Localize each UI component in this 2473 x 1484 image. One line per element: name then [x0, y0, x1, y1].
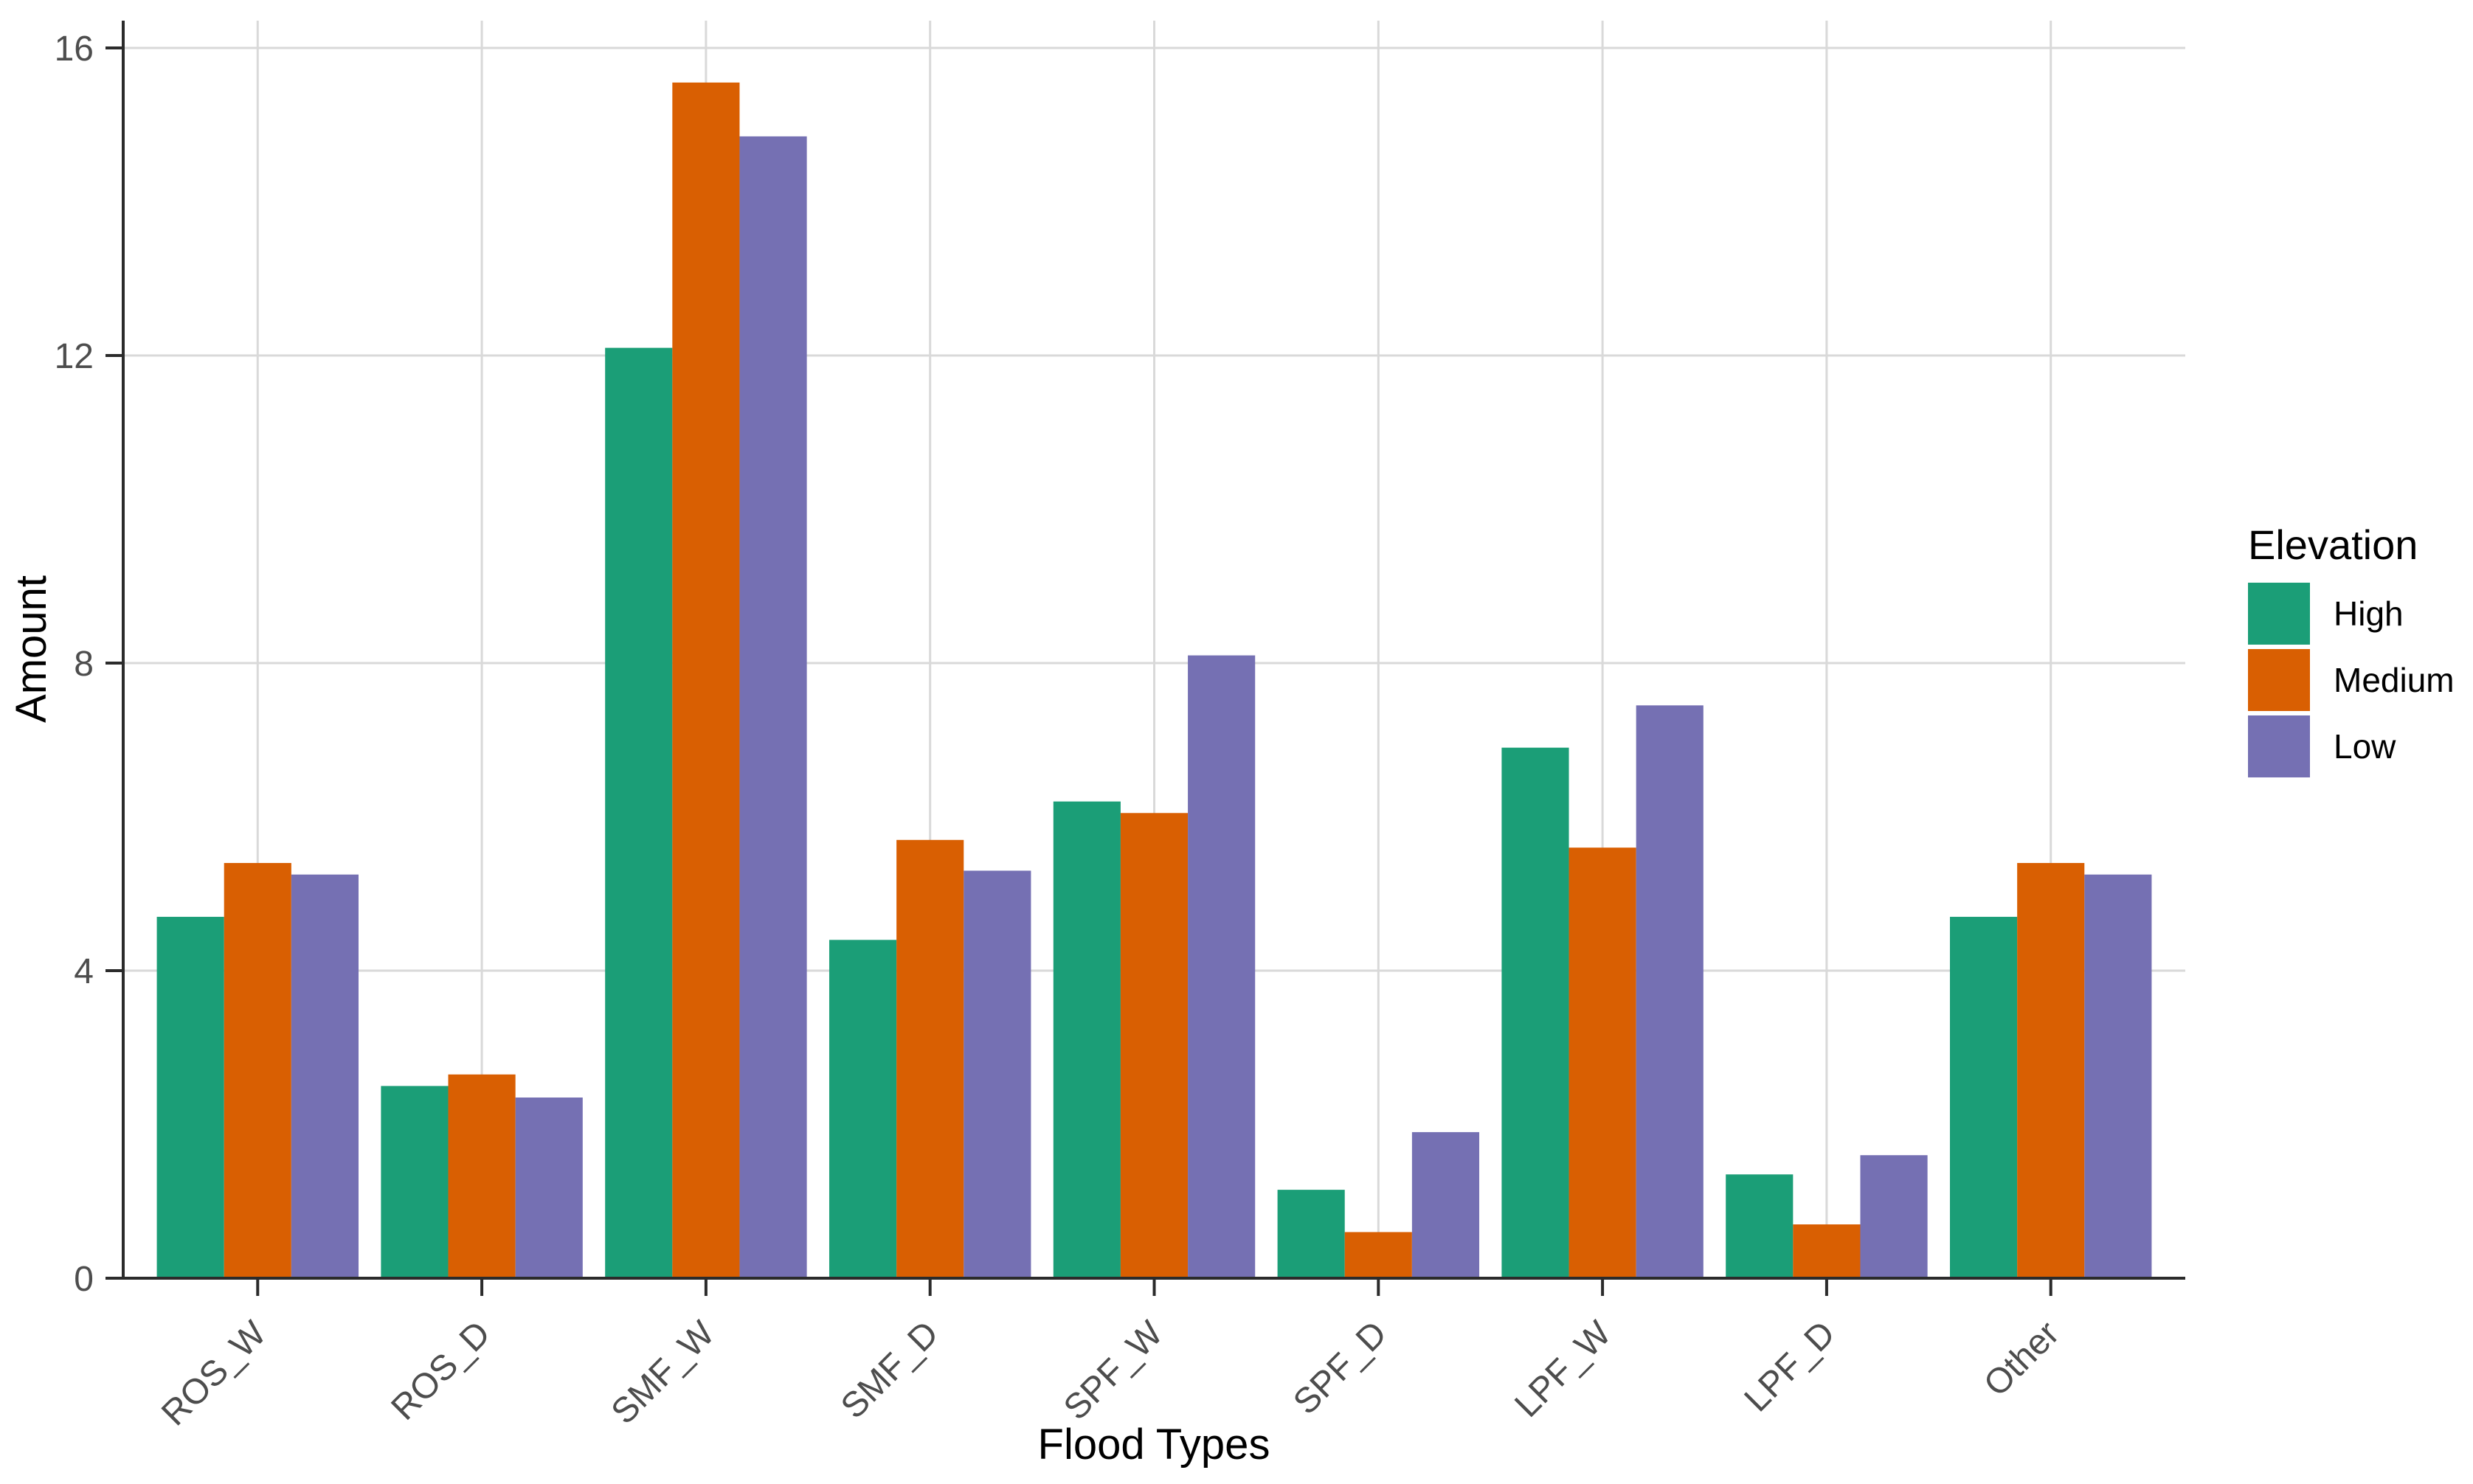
y-tick-label: 16 [55, 30, 94, 69]
y-axis-title: Amount [7, 575, 55, 723]
bar-LPF_D-Low [1860, 1155, 1928, 1278]
y-tick-label: 4 [74, 952, 94, 991]
bar-SPF_D-Medium [1344, 1232, 1412, 1278]
legend-label-Low: Low [2334, 727, 2396, 766]
legend-label-High: High [2334, 594, 2404, 633]
bar-ROS_W-High [156, 917, 224, 1278]
bar-SPF_D-High [1277, 1190, 1345, 1278]
bar-SMF_W-High [605, 347, 673, 1279]
legend-label-Medium: Medium [2334, 661, 2455, 699]
bar-SMF_W-Medium [672, 82, 740, 1279]
bar-LPF_W-High [1501, 747, 1569, 1278]
legend-swatch-Low [2248, 715, 2310, 777]
legend-layer: High Medium Low [2248, 583, 2455, 777]
y-tick-label: 0 [74, 1260, 94, 1299]
bar-LPF_W-Low [1636, 705, 1704, 1278]
bar-LPF_W-Medium [1568, 847, 1636, 1278]
bar-ROS_D-Medium [448, 1074, 516, 1278]
bar-Other-Medium [2017, 863, 2085, 1278]
x-axis-title: Flood Types [1038, 1421, 1270, 1469]
bar-SPF_D-Low [1411, 1131, 1480, 1278]
axes-layer [106, 21, 2185, 1296]
bar-SPF_W-Low [1188, 655, 1256, 1278]
bar-Other-Low [2084, 874, 2152, 1278]
bar-Other-High [1950, 917, 2018, 1278]
bars-layer [156, 82, 2152, 1279]
bar-SPF_W-Medium [1120, 813, 1189, 1278]
bar-ROS_W-Low [291, 874, 359, 1278]
legend-title: Elevation [2248, 521, 2418, 568]
bar-LPF_D-High [1726, 1174, 1794, 1278]
legend-swatch-High [2248, 583, 2310, 645]
bar-ROS_D-High [381, 1086, 449, 1278]
bar-ROS_D-Low [515, 1098, 583, 1278]
bar-SMF_D-High [829, 940, 897, 1278]
bar-SMF_D-Medium [896, 839, 964, 1278]
y-tick-label: 8 [74, 645, 94, 684]
bar-SMF_W-Low [739, 136, 807, 1279]
bar-SPF_W-High [1053, 801, 1121, 1278]
legend-swatch-Medium [2248, 649, 2310, 711]
y-tick-label: 12 [55, 337, 94, 376]
bar-SMF_D-Low [964, 870, 1031, 1278]
bar-LPF_D-Medium [1793, 1224, 1861, 1278]
bar-ROS_W-Medium [224, 863, 291, 1278]
